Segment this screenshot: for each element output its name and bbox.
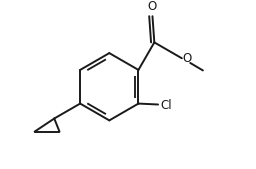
Text: Cl: Cl	[160, 99, 172, 112]
Text: O: O	[183, 52, 192, 65]
Text: O: O	[147, 0, 156, 13]
